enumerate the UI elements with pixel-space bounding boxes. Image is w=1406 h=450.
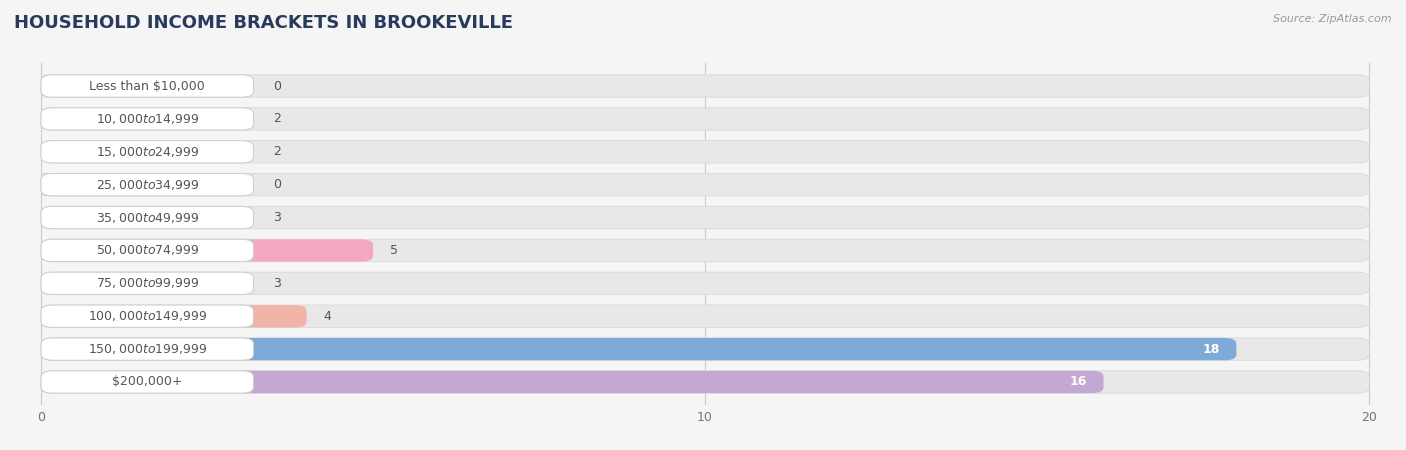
- Text: $15,000 to $24,999: $15,000 to $24,999: [96, 145, 200, 159]
- FancyBboxPatch shape: [41, 272, 240, 294]
- Text: 2: 2: [273, 112, 281, 126]
- FancyBboxPatch shape: [41, 371, 253, 393]
- FancyBboxPatch shape: [41, 239, 253, 261]
- FancyBboxPatch shape: [41, 371, 1104, 393]
- FancyBboxPatch shape: [41, 207, 253, 229]
- Text: 16: 16: [1070, 375, 1087, 388]
- FancyBboxPatch shape: [41, 239, 373, 261]
- Text: 2: 2: [273, 145, 281, 158]
- Text: $50,000 to $74,999: $50,000 to $74,999: [96, 243, 200, 257]
- Text: $75,000 to $99,999: $75,000 to $99,999: [96, 276, 200, 290]
- Text: 0: 0: [273, 80, 281, 93]
- FancyBboxPatch shape: [41, 140, 1369, 163]
- Text: $35,000 to $49,999: $35,000 to $49,999: [96, 211, 200, 225]
- FancyBboxPatch shape: [41, 140, 174, 163]
- FancyBboxPatch shape: [41, 108, 174, 130]
- FancyBboxPatch shape: [41, 239, 1369, 261]
- FancyBboxPatch shape: [41, 305, 307, 328]
- Text: HOUSEHOLD INCOME BRACKETS IN BROOKEVILLE: HOUSEHOLD INCOME BRACKETS IN BROOKEVILLE: [14, 14, 513, 32]
- Text: Source: ZipAtlas.com: Source: ZipAtlas.com: [1274, 14, 1392, 23]
- FancyBboxPatch shape: [41, 174, 1369, 196]
- FancyBboxPatch shape: [41, 338, 253, 360]
- FancyBboxPatch shape: [41, 305, 1369, 328]
- FancyBboxPatch shape: [41, 338, 1236, 360]
- FancyBboxPatch shape: [41, 75, 253, 97]
- FancyBboxPatch shape: [41, 108, 253, 130]
- Text: 0: 0: [273, 178, 281, 191]
- Text: 3: 3: [273, 211, 281, 224]
- Text: $10,000 to $14,999: $10,000 to $14,999: [96, 112, 200, 126]
- Text: $25,000 to $34,999: $25,000 to $34,999: [96, 178, 200, 192]
- FancyBboxPatch shape: [41, 338, 1369, 360]
- FancyBboxPatch shape: [41, 207, 1369, 229]
- FancyBboxPatch shape: [41, 108, 1369, 130]
- Text: 4: 4: [323, 310, 332, 323]
- Text: Less than $10,000: Less than $10,000: [90, 80, 205, 93]
- Text: 5: 5: [389, 244, 398, 257]
- FancyBboxPatch shape: [41, 75, 1369, 97]
- Text: $200,000+: $200,000+: [112, 375, 183, 388]
- FancyBboxPatch shape: [39, 174, 53, 196]
- FancyBboxPatch shape: [41, 272, 253, 294]
- Text: $150,000 to $199,999: $150,000 to $199,999: [87, 342, 207, 356]
- FancyBboxPatch shape: [41, 371, 1369, 393]
- Text: 18: 18: [1202, 342, 1220, 356]
- FancyBboxPatch shape: [39, 75, 53, 97]
- FancyBboxPatch shape: [41, 305, 253, 328]
- FancyBboxPatch shape: [41, 272, 1369, 294]
- FancyBboxPatch shape: [41, 174, 253, 196]
- FancyBboxPatch shape: [41, 207, 240, 229]
- FancyBboxPatch shape: [41, 140, 253, 163]
- Text: $100,000 to $149,999: $100,000 to $149,999: [87, 309, 207, 323]
- Text: 3: 3: [273, 277, 281, 290]
